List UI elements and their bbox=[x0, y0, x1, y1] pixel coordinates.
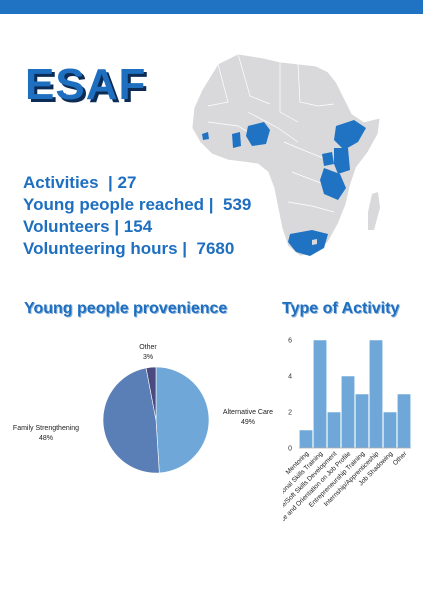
pie-chart-title: Young people provenience bbox=[24, 300, 228, 317]
bar bbox=[299, 429, 313, 449]
y-tick-label: 6 bbox=[288, 338, 292, 345]
stat-volunteers: Volunteers | 154 bbox=[23, 217, 153, 236]
pie-slice bbox=[145, 366, 157, 421]
bar bbox=[341, 375, 355, 449]
africa-landmass bbox=[191, 53, 381, 257]
kenya bbox=[334, 148, 350, 174]
bar bbox=[397, 393, 411, 449]
stat-value: 154 bbox=[123, 217, 153, 236]
bar-chart-title: Type of Activity bbox=[282, 300, 400, 317]
stat-value: 7680 bbox=[196, 239, 235, 258]
x-tick-label: Other bbox=[392, 450, 409, 467]
madagascar bbox=[368, 192, 380, 230]
y-tick-label: 4 bbox=[288, 374, 292, 381]
bar bbox=[369, 339, 383, 449]
stat-label: Volunteering hours bbox=[23, 239, 178, 258]
south-africa bbox=[288, 230, 328, 256]
stat-activities: Activities | 27 bbox=[23, 173, 137, 192]
stat-label: Young people reached bbox=[23, 195, 205, 214]
pie-slice-label: Alternative Care bbox=[223, 409, 273, 416]
bar bbox=[327, 411, 341, 449]
stat-volunteering-hours: Volunteering hours | 7680 bbox=[23, 239, 235, 258]
pie-slice-percent: 49% bbox=[241, 419, 255, 426]
y-tick-label: 2 bbox=[288, 410, 292, 417]
uganda bbox=[322, 152, 334, 166]
africa-map bbox=[191, 53, 381, 257]
sierra-leone bbox=[202, 132, 209, 140]
lesotho bbox=[312, 239, 317, 245]
pie-slice-percent: 3% bbox=[143, 354, 153, 361]
stat-value: 539 bbox=[223, 195, 252, 214]
ethiopia bbox=[334, 120, 366, 150]
page-title: ESAF bbox=[25, 60, 147, 109]
pie-slice-percent: 48% bbox=[39, 435, 53, 442]
ghana bbox=[232, 132, 241, 148]
highlighted-countries bbox=[202, 120, 366, 256]
stats-block: Activities | 27 Young people reached | 5… bbox=[23, 172, 251, 260]
bar bbox=[383, 411, 397, 449]
nigeria bbox=[246, 122, 270, 146]
pie-slice-label: Family Strengthening bbox=[13, 425, 79, 432]
pie-chart: Alternative Care 49% Family Strengthening 4… bbox=[13, 344, 273, 474]
tanzania bbox=[320, 168, 346, 200]
stat-value: 27 bbox=[117, 173, 137, 192]
stat-label: Activities bbox=[23, 173, 99, 192]
top-bar bbox=[0, 0, 423, 14]
bar bbox=[355, 393, 369, 449]
stat-young-people: Young people reached | 539 bbox=[23, 195, 252, 214]
stat-label: Volunteers bbox=[23, 217, 110, 236]
pie-slice bbox=[155, 366, 210, 474]
bar bbox=[313, 339, 327, 449]
y-tick-label: 0 bbox=[288, 446, 292, 453]
pie-slice bbox=[102, 367, 160, 474]
pie-slice-label: Other bbox=[139, 344, 157, 351]
